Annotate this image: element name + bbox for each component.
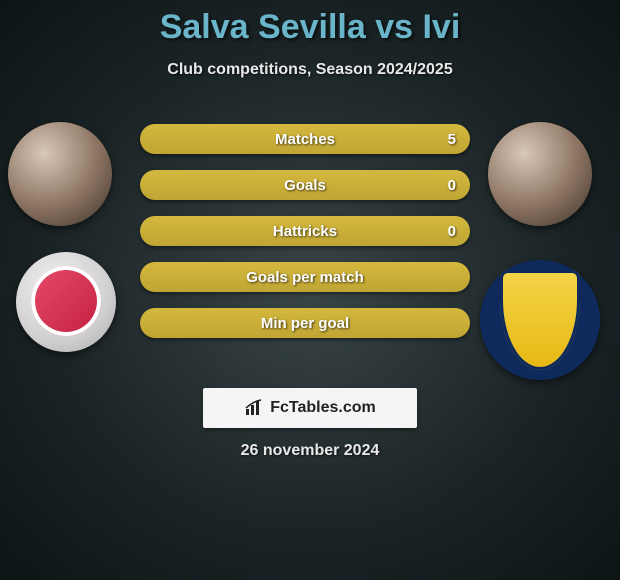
date-label: 26 november 2024	[0, 442, 620, 460]
stat-row-hattricks: Hattricks 0	[140, 216, 470, 246]
stat-label: Goals per match	[140, 262, 470, 292]
stat-row-goals-per-match: Goals per match	[140, 262, 470, 292]
stat-row-min-per-goal: Min per goal	[140, 308, 470, 338]
chart-icon	[244, 399, 264, 417]
club-left-crest-icon	[31, 266, 101, 336]
stat-value-right: 5	[448, 124, 456, 154]
stats-list: Matches 5 Goals 0 Hattricks 0 Goals per …	[140, 124, 470, 338]
stat-label: Min per goal	[140, 308, 470, 338]
site-logo: FcTables.com	[203, 388, 417, 428]
stat-row-goals: Goals 0	[140, 170, 470, 200]
stat-row-matches: Matches 5	[140, 124, 470, 154]
player-left-avatar	[8, 122, 112, 226]
club-right-shield-icon	[500, 270, 580, 370]
stat-label: Matches	[140, 124, 470, 154]
stat-value-right: 0	[448, 170, 456, 200]
logo-text: FcTables.com	[270, 399, 376, 417]
stat-label: Hattricks	[140, 216, 470, 246]
club-left-badge	[16, 252, 116, 352]
page-title: Salva Sevilla vs Ivi	[0, 0, 620, 47]
subtitle: Club competitions, Season 2024/2025	[0, 61, 620, 79]
stat-label: Goals	[140, 170, 470, 200]
stat-value-right: 0	[448, 216, 456, 246]
player-right-avatar	[488, 122, 592, 226]
club-right-badge	[480, 260, 600, 380]
